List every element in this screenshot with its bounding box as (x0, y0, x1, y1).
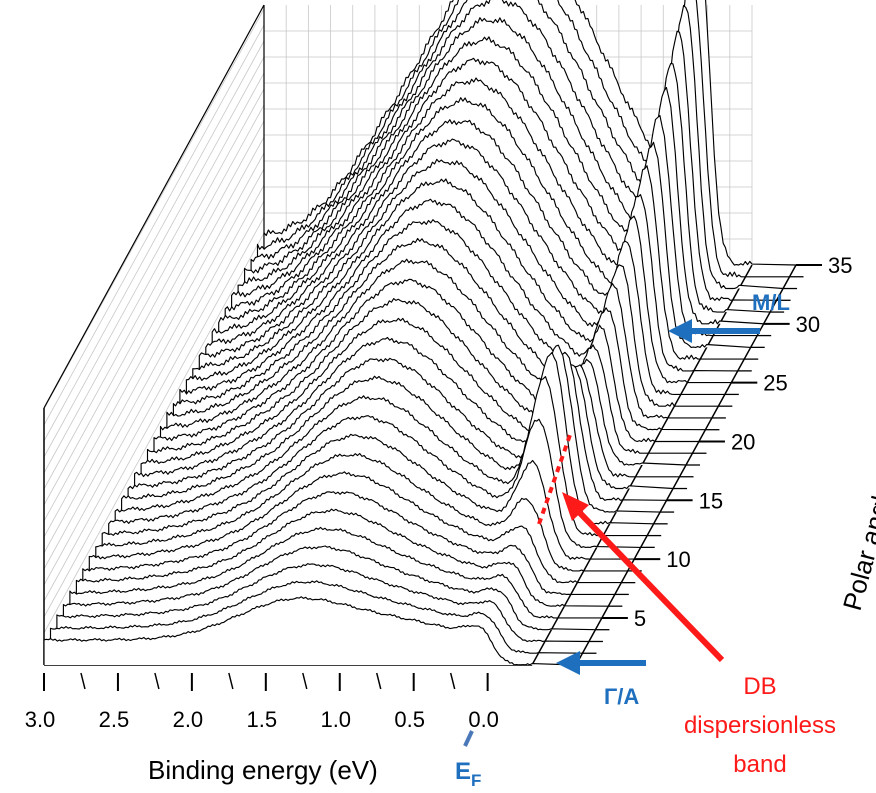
z-axis: 5 10 15 20 25 30 35 (575, 253, 852, 666)
grid-line-left (43, 184, 265, 586)
spectrum-curve (101, 433, 635, 560)
ef-subscript: F (471, 771, 481, 790)
db-label-line3: band (733, 751, 786, 778)
grid-line-left (43, 72, 265, 474)
ef-marker (463, 730, 474, 747)
ef-label: EF (455, 758, 481, 790)
x-tick-label: 0.0 (468, 707, 499, 732)
blue-annotations: M/L Γ/A EF (455, 290, 790, 790)
spectrum-curve (49, 580, 583, 654)
x-axis: 3.0 2.5 2.0 1.5 1.0 0.5 0.0 (25, 672, 499, 732)
z-tick-label: 10 (666, 547, 690, 572)
z-tick-label: 5 (634, 606, 646, 631)
grid-line-left (43, 152, 265, 554)
z-tick-label: 35 (828, 253, 852, 278)
x-minor-tick (228, 672, 234, 690)
grid-line-left (43, 8, 265, 410)
spectrum-curve (75, 508, 609, 607)
z-tick-label: 15 (699, 488, 723, 513)
grid-line-left (43, 24, 265, 426)
db-label-line1: DB (743, 673, 776, 700)
db-arrow (576, 509, 725, 663)
x-tick-label: 2.0 (173, 707, 204, 732)
spectrum-curve (108, 415, 641, 548)
gamma-arrow-head (556, 651, 580, 675)
z-tick-label: 20 (731, 429, 755, 454)
ml-label: M/L (752, 290, 790, 315)
x-minor-tick (80, 672, 86, 690)
grid-line-left (43, 88, 265, 490)
red-annotations: DB dispersionless band (537, 431, 836, 778)
grid-line-left (43, 56, 265, 458)
z-tick-label: 25 (763, 371, 787, 396)
z-axis-title: Polar angle(degree) (837, 384, 876, 614)
spectrum-curve (62, 545, 596, 631)
grid-line-left (43, 232, 265, 634)
grid-line-left (43, 104, 265, 506)
x-tick-label: 2.5 (99, 707, 130, 732)
x-minor-tick (302, 672, 308, 690)
x-minor-tick (375, 672, 382, 690)
spectrum-curve (82, 491, 615, 595)
grid-line-left (43, 120, 265, 522)
x-tick-label: 3.0 (25, 707, 56, 732)
db-dotted-line (537, 431, 573, 525)
x-tick-label: 1.5 (247, 707, 278, 732)
spectrum-curve (95, 452, 628, 572)
grid-line-left (43, 216, 265, 618)
spectrum-curve (56, 563, 589, 643)
spectrum-curve (88, 471, 622, 584)
left-wall-top-edge (43, 4, 265, 409)
db-arrow-head (562, 492, 589, 521)
x-minor-tick (154, 672, 160, 690)
z-tick-label: 30 (796, 312, 820, 337)
x-tick-label: 0.5 (394, 707, 425, 732)
grid-line-left (43, 136, 265, 538)
grid-line-left (43, 40, 265, 442)
ml-arrow-head (668, 319, 692, 343)
x-minor-tick (449, 672, 456, 690)
x-axis-title: Binding energy (eV) (148, 755, 378, 785)
grid-line-left (43, 200, 265, 602)
curve-fill (44, 596, 576, 665)
grid-line-left (43, 168, 265, 570)
db-label-line2: dispersionless (684, 712, 836, 739)
spectra-curves (43, 0, 797, 666)
x-tick-label: 1.0 (320, 707, 351, 732)
spectrum-curve (69, 526, 602, 619)
gamma-label: Γ/A (604, 684, 639, 709)
spectrum-curve (43, 596, 577, 666)
